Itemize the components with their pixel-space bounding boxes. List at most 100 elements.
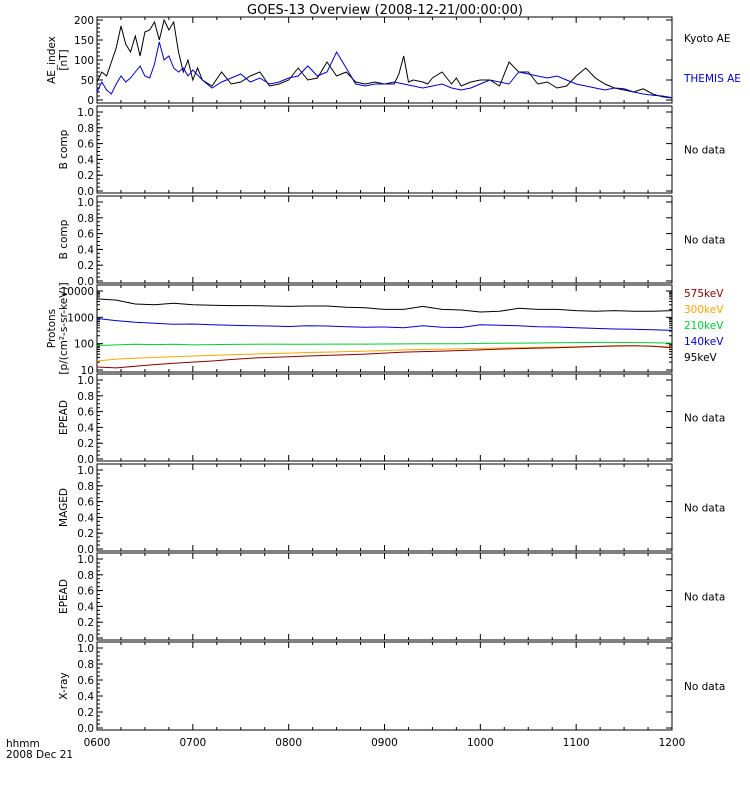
panel-ylabel: EPEAD (58, 579, 70, 614)
panel-epead2: EPEAD No data 0.0 0.2 0.4 0.6 0.8 1.0 (58, 552, 725, 645)
chart-title: GOES-13 Overview (2008-12-21/00:00:00) (247, 3, 523, 18)
x-tick-label: 1100 (563, 737, 590, 749)
series-label: No data (684, 235, 725, 247)
panel-epead1: EPEAD No data 0.0 0.2 0.4 0.6 0.8 1.0 (58, 373, 725, 466)
series-label: 210keV (684, 320, 724, 332)
series-label: No data (684, 413, 725, 425)
panel-ylabel: MAGED (58, 488, 70, 527)
series-line-575kev (96, 345, 673, 369)
y-tick-label: 0.2 (77, 617, 94, 629)
y-tick-label: 10 (81, 365, 94, 377)
x-tick-label: 1000 (467, 737, 494, 749)
series-label: Kyoto AE (684, 33, 730, 45)
y-tick-label: 0.0 (77, 723, 94, 735)
y-tick-label: 1.0 (77, 375, 94, 387)
x-tick-label: 0600 (84, 737, 111, 749)
y-tick-label: 0.0 (77, 454, 94, 466)
y-tick-label: 0.4 (77, 422, 94, 434)
y-tick-label: 0.8 (77, 570, 94, 582)
series-line-themis-ae (96, 41, 673, 99)
y-tick-label: 150 (74, 35, 94, 47)
y-tick-label: 1.0 (77, 197, 94, 209)
y-tick-label: 200 (74, 15, 94, 27)
series-line-kyoto-ae (96, 18, 673, 99)
y-tick-label: 1000 (67, 312, 94, 324)
series-label: No data (684, 592, 725, 604)
y-tick-label: 0.8 (77, 659, 94, 671)
panel-frame (96, 463, 673, 552)
series-label: 140keV (684, 336, 724, 348)
panel-ylabel: B comp (58, 129, 70, 169)
x-tick-label: 0800 (275, 737, 302, 749)
x-axis-label-row1: hhmm (6, 738, 40, 750)
panel-ae: AE_index [nT] Kyoto AE THEMIS AE 0 50 100 150 20… (46, 15, 741, 107)
y-tick-label: 0.4 (77, 512, 94, 524)
y-tick-label: 50 (81, 75, 94, 87)
x-axis-label-row2: 2008 Dec 21 (6, 749, 73, 761)
y-tick-label: 0.0 (77, 276, 94, 288)
y-tick-label: 0.0 (77, 544, 94, 556)
y-tick-label: 0.2 (77, 528, 94, 540)
y-tick-label: 0.2 (77, 170, 94, 182)
y-tick-label: 0.0 (77, 633, 94, 645)
y-tick-label: 0.4 (77, 691, 94, 703)
y-tick-label: 1.0 (77, 643, 94, 655)
panel-frame (96, 195, 673, 284)
y-tick-label: 0.6 (77, 675, 94, 687)
panel-ylabel: AE_index (46, 36, 58, 84)
y-tick-label: 0.4 (77, 601, 94, 613)
y-tick-label: 0.4 (77, 154, 94, 166)
y-tick-label: 0.2 (77, 707, 94, 719)
y-tick-label: 0.6 (77, 229, 94, 241)
y-tick-label: 1.0 (77, 465, 94, 477)
y-tick-label: 0.6 (77, 497, 94, 509)
y-tick-label: 1.0 (77, 107, 94, 119)
panel-frame (96, 373, 673, 462)
y-tick-label: 0.6 (77, 586, 94, 598)
panel-frame (96, 552, 673, 641)
series-label: 575keV (684, 288, 724, 300)
y-tick-label: 0.0 (77, 186, 94, 198)
series-label: 95keV (684, 352, 718, 364)
series-label: No data (684, 503, 725, 515)
y-tick-label: 0.8 (77, 481, 94, 493)
y-tick-label: 0.8 (77, 391, 94, 403)
y-tick-label: 0.4 (77, 244, 94, 256)
y-tick-label: 0.8 (77, 213, 94, 225)
x-tick-label: 0700 (179, 737, 206, 749)
series-line-140kev (96, 318, 673, 331)
panel-ylabel: [nT] (58, 49, 70, 70)
series-line-210kev (96, 341, 673, 346)
y-tick-label: 0.8 (77, 123, 94, 135)
x-tick-label: 0900 (371, 737, 398, 749)
panel-ylabel: EPEAD (58, 400, 70, 435)
panel-ylabel: B comp (58, 219, 70, 259)
y-tick-label: 0.2 (77, 260, 94, 272)
series-label: 300keV (684, 304, 724, 316)
y-tick-label: 0.2 (77, 438, 94, 450)
y-tick-label: 100 (74, 55, 94, 67)
panel-bcomp1: B comp No data 0.0 0.2 0.4 0.6 0.8 1.0 (58, 105, 725, 198)
panel-ylabel: X-ray (58, 672, 70, 699)
x-tick-label: 1200 (659, 737, 686, 749)
panel-frame (96, 105, 673, 194)
panel-xray: X-ray No data 0.0 0.2 0.4 0.6 0.8 1.0 (58, 641, 725, 735)
series-label: No data (684, 681, 725, 693)
y-tick-label: 10000 (61, 286, 94, 298)
y-tick-label: 100 (74, 339, 94, 351)
series-label: No data (684, 145, 725, 157)
y-tick-label: 0 (87, 95, 94, 107)
panel-ylabel: Protons (46, 309, 58, 348)
panel-frame (96, 16, 673, 104)
y-tick-label: 1.0 (77, 554, 94, 566)
series-label: THEMIS AE (683, 73, 741, 85)
panel-maged: MAGED No data 0.0 0.2 0.4 0.6 0.8 1.0 (58, 463, 725, 556)
panel-ylabel: [p/(cm²-s-sr-keV)] (58, 282, 70, 374)
panel-bcomp2: B comp No data 0.0 0.2 0.4 0.6 0.8 1.0 (58, 195, 725, 288)
panel-protons: Protons [p/(cm²-s-sr-keV)] 575keV 300keV 210… (46, 282, 724, 377)
panel-frame (96, 641, 673, 731)
series-line-95kev (96, 298, 673, 313)
y-tick-label: 0.6 (77, 139, 94, 151)
y-tick-label: 0.6 (77, 407, 94, 419)
